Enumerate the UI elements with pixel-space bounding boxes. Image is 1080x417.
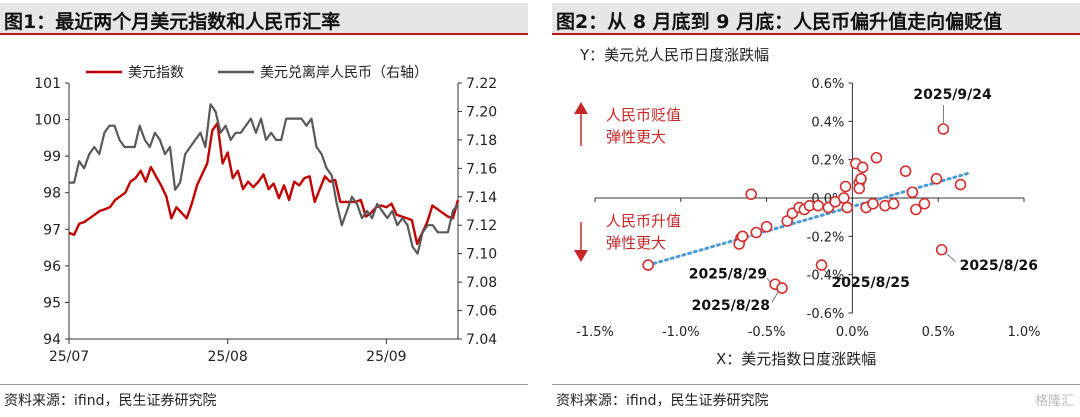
- x-axis-title: X：美元指数日度涨跌幅: [716, 350, 876, 368]
- left-y-tick-label: 97: [43, 222, 61, 238]
- scatter-point: [937, 123, 950, 135]
- scatter-point: [642, 259, 654, 271]
- scatter-point: [930, 173, 943, 185]
- y-tick-label: -0.4%: [807, 269, 845, 284]
- scatter-point: [838, 192, 850, 204]
- point-label: 2025/9/24: [913, 87, 992, 103]
- label-leader: [946, 253, 956, 263]
- point-label: 2025/8/26: [960, 258, 1038, 274]
- series-line-usd-index: [68, 121, 460, 246]
- y-tick-label: 0.6%: [811, 77, 844, 92]
- left-y-tick-label: 101: [34, 76, 61, 92]
- legend-label-usd-index: 美元指数: [128, 65, 184, 81]
- right-y-tick-label: 7.12: [466, 218, 497, 234]
- point-label: 2025/8/29: [689, 266, 767, 282]
- left-y-tick-label: 99: [43, 149, 61, 165]
- point-label: 2025/8/25: [832, 275, 910, 291]
- scatter-point: [736, 230, 749, 243]
- right-y-tick-label: 7.20: [466, 104, 497, 120]
- scatter-point: [899, 165, 912, 177]
- trendline: [646, 171, 971, 267]
- scatter-point: [954, 178, 967, 191]
- right-panel: 图2：从 8 月底到 9 月底：人民币偏升值走向偏贬值 Y：美元兑人民币日度涨跌…: [552, 0, 1080, 417]
- down-arrow-head: [574, 250, 588, 262]
- x-tick-label: -0.5%: [748, 325, 786, 340]
- left-y-tick-label: 94: [43, 332, 61, 348]
- up-annotation-line1: 人民币贬值: [606, 106, 681, 124]
- right-y-tick-label: 7.16: [466, 161, 497, 177]
- scatter-point: [910, 203, 922, 216]
- series-line-usdcnh: [69, 103, 459, 255]
- x-tick-label: 25/07: [49, 349, 89, 365]
- right-y-tick-label: 7.08: [466, 275, 497, 291]
- right-source: 资料来源：ifind，民生证券研究院: [556, 393, 769, 409]
- right-title-bar: 图2：从 8 月底到 9 月底：人民币偏升值走向偏贬值: [552, 3, 1080, 35]
- y-tick-label: -0.2%: [807, 230, 845, 245]
- left-y-tick-label: 96: [43, 259, 61, 275]
- y-tick-label: 0.2%: [811, 154, 844, 169]
- scatter-point: [750, 226, 763, 239]
- scatter-point: [867, 197, 879, 210]
- scatter-point: [841, 201, 854, 214]
- right-y-tick-label: 7.14: [466, 190, 497, 206]
- point-label: 2025/8/28: [692, 298, 770, 314]
- x-tick-label: -1.5%: [576, 325, 614, 340]
- scatter-point: [776, 282, 788, 294]
- left-source: 资料来源：ifind，民生证券研究院: [4, 393, 217, 409]
- label-leader: [771, 291, 779, 303]
- left-source-divider: [0, 384, 528, 385]
- label-leader: [824, 269, 830, 278]
- scatter-point: [935, 243, 948, 256]
- x-tick-label: 25/09: [366, 349, 406, 365]
- right-chart-title: 图2：从 8 月底到 9 月底：人民币偏升值走向偏贬值: [556, 11, 1003, 33]
- left-line-chart: 94 95 96 97 98 99 100 101 7.04 7.06 7.08 7.10 7.12 7.…: [34, 64, 497, 365]
- y-tick-label: 0.4%: [811, 115, 844, 130]
- scatter-point: [760, 220, 773, 233]
- right-source-divider: [552, 384, 1080, 385]
- scatter-point: [839, 180, 852, 193]
- x-tick-label: -1.0%: [662, 325, 700, 340]
- right-y-tick-label: 7.04: [466, 332, 497, 348]
- x-tick-label: 0.5%: [922, 325, 955, 340]
- x-tick-label: 0.0%: [836, 325, 869, 340]
- scatter-point: [855, 173, 867, 185]
- scatter-point: [745, 188, 757, 200]
- down-annotation-line2: 弹性更大: [606, 234, 666, 252]
- left-y-tick-label: 95: [43, 295, 61, 311]
- y-tick-label: -0.6%: [807, 307, 845, 322]
- right-y-tick-label: 7.06: [466, 304, 497, 320]
- scatter-point: [870, 151, 883, 164]
- left-y-tick-label: 98: [43, 186, 61, 202]
- up-annotation-line2: 弹性更大: [606, 128, 666, 146]
- left-chart-title: 图1：最近两个月美元指数和人民币汇率: [4, 11, 341, 33]
- scatter-point: [906, 186, 919, 199]
- right-y-tick-label: 7.10: [466, 247, 497, 263]
- scatter-point: [856, 161, 869, 174]
- right-y-tick-label: 7.22: [466, 76, 497, 92]
- up-arrow-head: [574, 102, 588, 114]
- watermark: 格隆汇: [1034, 394, 1074, 409]
- x-tick-label: 1.0%: [1007, 325, 1040, 340]
- left-title-bar: 图1：最近两个月美元指数和人民币汇率: [0, 3, 528, 35]
- scatter-point: [918, 197, 931, 210]
- left-panel: 图1：最近两个月美元指数和人民币汇率 94 95 96 97 98 99 100 101 7.0…: [0, 0, 528, 417]
- down-annotation-line1: 人民币升值: [606, 212, 681, 230]
- x-tick-label: 25/08: [207, 349, 247, 365]
- right-scatter-chart: Y：美元兑人民币日度涨跌幅 -0.6% -0.4% -0.2% 0.0% 0.2% 0.4%…: [574, 46, 1041, 368]
- label-leader: [766, 278, 771, 283]
- right-y-tick-label: 7.18: [466, 133, 497, 149]
- scatter-point: [812, 199, 824, 212]
- scatter-point: [887, 197, 900, 210]
- left-y-tick-label: 100: [34, 113, 61, 129]
- scatter-point: [853, 182, 866, 195]
- scatter-point: [815, 259, 828, 271]
- y-axis-title: Y：美元兑人民币日度涨跌幅: [579, 46, 769, 64]
- legend-label-usdcnh: 美元兑离岸人民币（右轴）: [260, 64, 428, 81]
